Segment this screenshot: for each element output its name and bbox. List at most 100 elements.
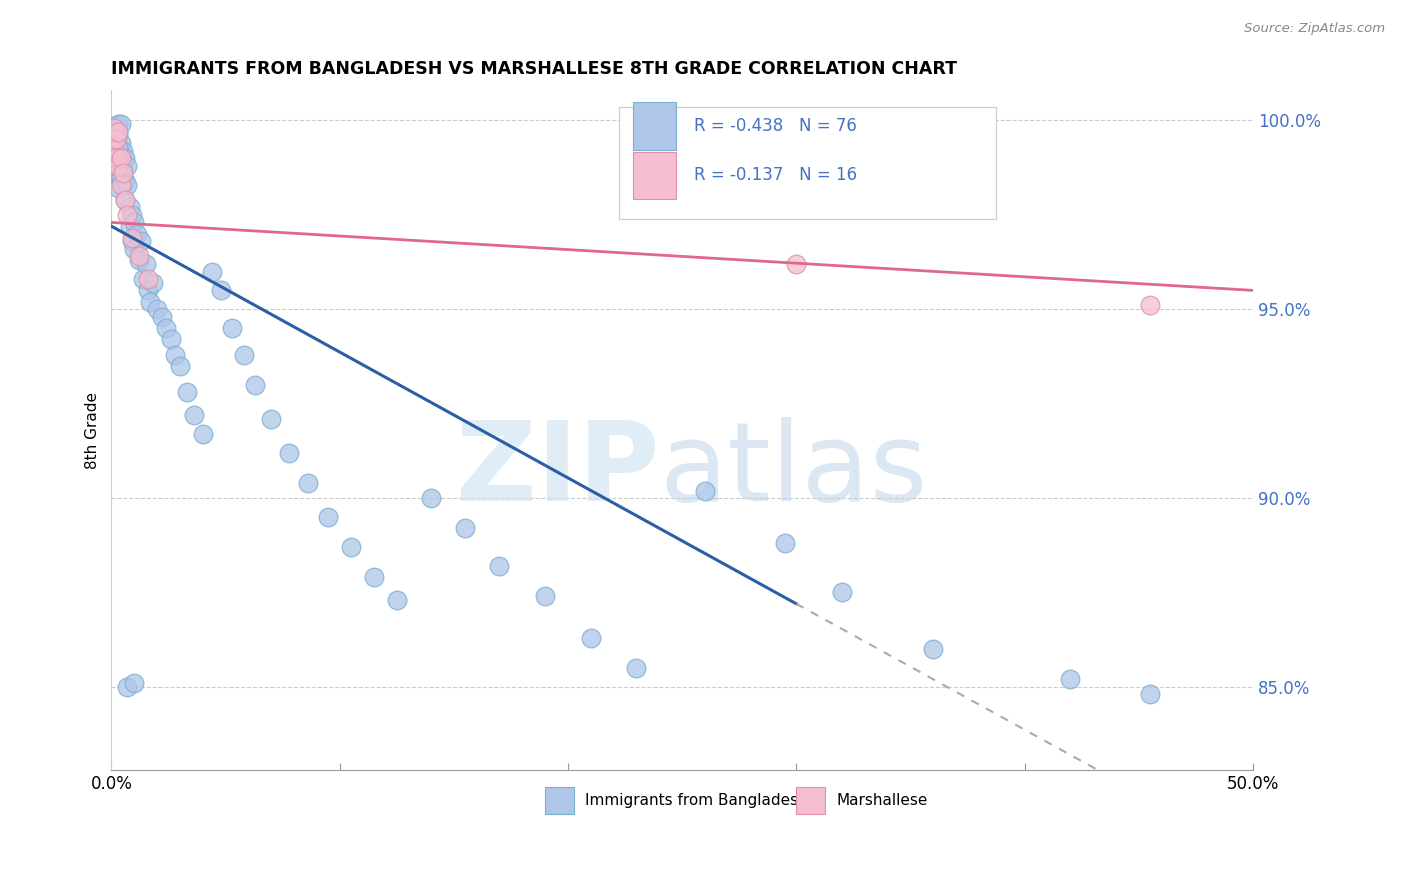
Point [114,174,136,188]
Point [110,155,132,169]
Point [107,128,129,143]
Point [103,144,125,158]
Point [104,151,127,165]
Point [136,272,159,286]
Point [103,121,125,136]
Point [773,536,796,550]
Point [103,144,125,158]
Text: ZIP: ZIP [456,417,659,524]
FancyBboxPatch shape [633,103,676,150]
Point [125,227,148,241]
Point [111,144,134,158]
Point [110,151,132,165]
Point [141,276,163,290]
Point [122,242,145,256]
Point [107,151,129,165]
FancyBboxPatch shape [546,787,574,814]
FancyBboxPatch shape [796,787,825,814]
Point [136,284,159,298]
Point [110,117,132,131]
Point [316,510,339,524]
Point [831,585,853,599]
Point [128,249,150,263]
Point [129,235,152,249]
Point [111,178,134,192]
Point [1059,673,1081,687]
Point [1139,298,1161,312]
Point [114,193,136,207]
Point [107,140,129,154]
Point [385,593,408,607]
Point [107,181,129,195]
Point [110,170,132,185]
Point [121,230,143,244]
Point [191,426,214,441]
Point [340,540,363,554]
Point [209,284,232,298]
Point [118,200,141,214]
Point [922,642,945,657]
Point [201,264,224,278]
Point [114,151,136,165]
Point [579,631,602,645]
Point [488,559,510,574]
Text: atlas: atlas [659,417,928,524]
Point [135,257,157,271]
Text: Marshallese: Marshallese [837,793,928,808]
Point [278,446,301,460]
Point [104,121,127,136]
Point [245,377,267,392]
Text: IMMIGRANTS FROM BANGLADESH VS MARSHALLESE 8TH GRADE CORRELATION CHART: IMMIGRANTS FROM BANGLADESH VS MARSHALLES… [111,60,957,78]
Point [176,385,198,400]
Point [111,166,134,180]
Point [626,661,648,675]
Point [165,348,187,362]
Text: R = -0.438   N = 76: R = -0.438 N = 76 [693,117,856,135]
Point [104,132,127,146]
Point [121,208,143,222]
Point [159,333,181,347]
Point [183,408,205,422]
Point [104,159,127,173]
Point [169,359,191,373]
Point [122,676,145,690]
Point [107,140,129,154]
Point [107,117,129,131]
Point [118,219,141,234]
Point [297,475,319,490]
FancyBboxPatch shape [620,107,995,219]
Point [117,159,139,173]
Text: Immigrants from Bangladesh: Immigrants from Bangladesh [585,793,808,808]
Point [1139,687,1161,701]
Point [155,321,177,335]
Point [110,136,132,150]
Point [128,253,150,268]
Point [121,235,143,249]
Point [107,125,129,139]
Point [146,302,169,317]
Point [114,193,136,207]
Point [117,680,139,694]
Point [221,321,243,335]
FancyBboxPatch shape [633,152,676,199]
Point [420,491,443,505]
Point [103,121,125,136]
Point [132,272,155,286]
Point [107,159,129,173]
Point [260,411,283,425]
Point [104,128,127,143]
Point [534,589,557,603]
Point [139,294,162,309]
Point [122,215,145,229]
Point [103,132,125,146]
Y-axis label: 8th Grade: 8th Grade [86,392,100,468]
Point [107,125,129,139]
Point [693,483,716,498]
Point [107,166,129,180]
Point [454,521,477,535]
Text: Source: ZipAtlas.com: Source: ZipAtlas.com [1244,22,1385,36]
Point [363,570,385,584]
Point [104,136,127,150]
Point [117,178,139,192]
Point [232,348,254,362]
